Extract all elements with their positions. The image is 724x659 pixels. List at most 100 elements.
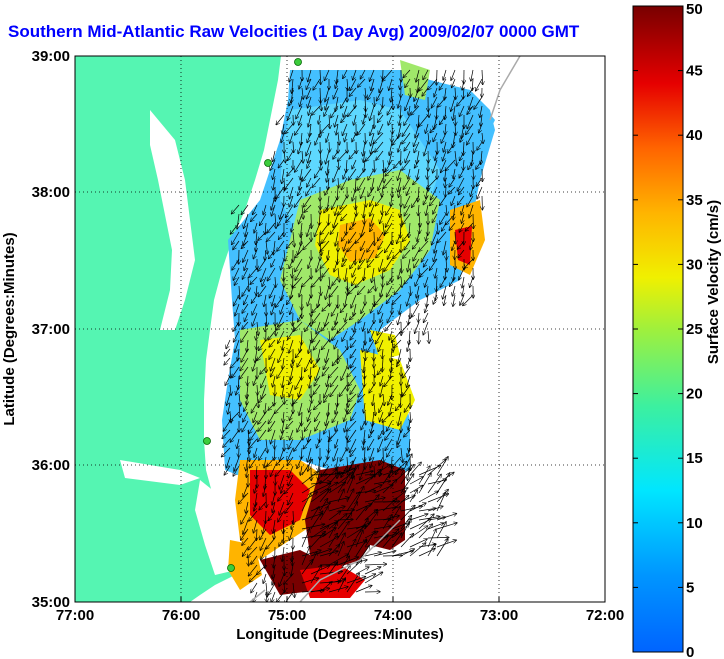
velocity-vector (352, 186, 357, 201)
velocity-vector (453, 168, 455, 179)
velocity-vector (291, 222, 293, 232)
velocity-vector (409, 462, 421, 476)
velocity-vector (423, 69, 429, 80)
velocity-vector (348, 168, 357, 180)
colorbar-tick-label: 35 (686, 192, 703, 209)
colorbar-tick-label: 45 (686, 63, 703, 80)
velocity-vector (257, 348, 267, 360)
velocity-vector (370, 204, 375, 216)
velocity-vector (313, 78, 321, 90)
velocity-vector (419, 240, 429, 251)
velocity-vector (394, 285, 402, 295)
velocity-vector (235, 303, 240, 316)
velocity-vector (249, 438, 258, 448)
velocity-vector (265, 474, 266, 489)
velocity-vector (389, 402, 393, 416)
velocity-vector (425, 123, 428, 133)
velocity-vector (443, 150, 447, 161)
velocity-vector (298, 240, 303, 255)
velocity-vector (308, 96, 312, 108)
velocity-vector (386, 213, 393, 227)
velocity-vector (389, 141, 393, 155)
velocity-vector (234, 294, 240, 306)
velocity-vector (288, 330, 294, 339)
velocity-vector (310, 366, 311, 379)
velocity-vector (294, 438, 303, 451)
velocity-vector (375, 141, 384, 152)
velocity-vector (259, 447, 267, 460)
velocity-vector (230, 384, 231, 395)
velocity-vector (462, 213, 465, 223)
velocity-vector (244, 258, 249, 270)
velocity-vector (344, 132, 347, 142)
velocity-vector (335, 312, 339, 324)
velocity-vector (282, 339, 284, 350)
velocity-vector (365, 105, 366, 117)
velocity-vector (301, 481, 321, 494)
velocity-vector (402, 159, 411, 170)
velocity-vector (363, 357, 365, 373)
velocity-vector (256, 231, 257, 245)
velocity-vector (398, 312, 402, 325)
velocity-vector (450, 276, 456, 286)
velocity-vector (348, 429, 357, 442)
velocity-vector (355, 231, 366, 243)
velocity-vector (355, 195, 356, 210)
velocity-vector (453, 204, 455, 220)
velocity-vector (370, 330, 375, 341)
velocity-vector (373, 481, 390, 485)
velocity-vector (370, 105, 375, 120)
velocity-vector (387, 249, 393, 259)
velocity-vector (476, 159, 483, 169)
velocity-vector (273, 177, 275, 190)
velocity-vector (398, 96, 402, 108)
velocity-vector (347, 375, 348, 391)
velocity-vector (348, 285, 357, 294)
velocity-vector (297, 420, 303, 432)
velocity-vector (341, 177, 348, 190)
velocity-vector (304, 195, 312, 207)
velocity-vector (378, 429, 384, 439)
velocity-vector (368, 186, 375, 196)
velocity-vector (268, 330, 276, 340)
velocity-vector (358, 177, 366, 190)
velocity-vector (292, 276, 303, 288)
velocity-vector (329, 294, 330, 306)
velocity-vector (272, 294, 276, 306)
velocity-vector (344, 240, 348, 251)
velocity-vector (222, 447, 231, 457)
velocity-vector (391, 195, 392, 206)
velocity-vector (233, 267, 240, 280)
velocity-vector (318, 114, 320, 124)
velocity-vector (349, 438, 357, 452)
velocity-vector (320, 123, 330, 133)
velocity-vector (363, 114, 365, 124)
velocity-vector (358, 258, 366, 269)
velocity-vector (338, 132, 339, 145)
velocity-vector (346, 476, 354, 494)
velocity-vector (276, 114, 285, 125)
velocity-vector (335, 96, 339, 111)
velocity-vector (365, 195, 366, 207)
velocity-vector (273, 375, 276, 387)
velocity-vector (281, 258, 285, 270)
velocity-vector (412, 195, 420, 207)
velocity-vector (350, 384, 357, 394)
velocity-vector (289, 411, 294, 420)
velocity-vector (235, 339, 240, 352)
velocity-vector (252, 303, 258, 315)
x-tick-labels: 77:00 76:00 75:00 74:00 73:00 72:00 (56, 607, 624, 624)
velocity-vector (353, 213, 357, 226)
velocity-vector (269, 339, 276, 347)
velocity-vector (248, 429, 249, 445)
velocity-vector (374, 231, 375, 245)
velocity-vector (316, 321, 321, 334)
velocity-vector (255, 348, 257, 362)
velocity-vector (370, 195, 375, 206)
velocity-vector (378, 339, 384, 351)
velocity-vector (250, 456, 258, 468)
velocity-vector (384, 177, 393, 188)
velocity-vector (364, 375, 365, 387)
velocity-vector (461, 123, 465, 139)
velocity-vector (352, 276, 357, 286)
